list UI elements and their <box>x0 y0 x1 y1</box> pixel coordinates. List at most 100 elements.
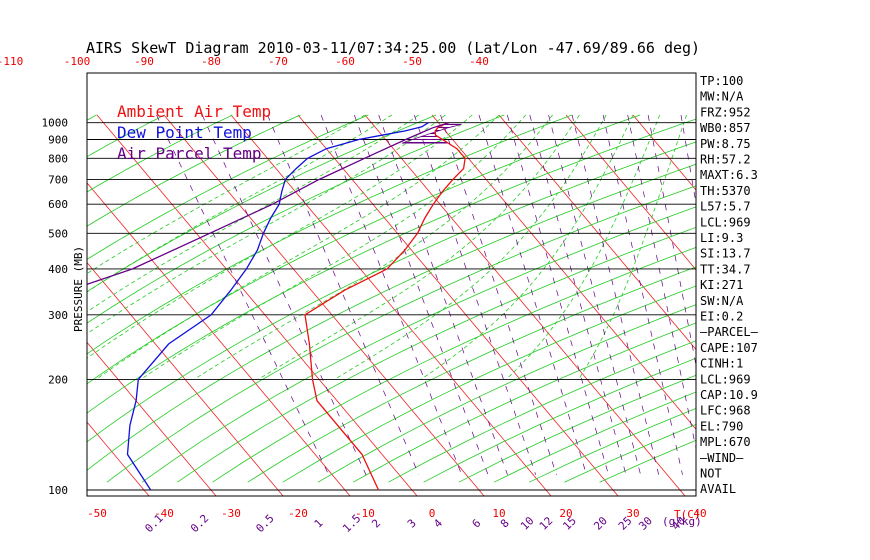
index-label: SW:N/A <box>700 294 744 308</box>
mixing-ratio-line <box>506 114 609 475</box>
pressure-tick-label: 800 <box>48 152 68 165</box>
air-parcel-temp-curve <box>87 122 449 285</box>
top-temperature-tick-label: -60 <box>335 55 355 68</box>
index-label: LCL:969 <box>700 215 751 229</box>
legend: Ambient Air Temp Dew Point Temp Air Parcel… <box>117 102 271 163</box>
isotherm-line <box>87 261 284 496</box>
top-temperature-tick-label: -110 <box>0 55 23 68</box>
index-label: FRZ:952 <box>700 105 751 119</box>
index-label: TH:5370 <box>700 184 751 198</box>
index-label: CAPE:107 <box>700 341 758 355</box>
top-temperature-tick-label: -100 <box>64 55 91 68</box>
index-label: MW:N/A <box>700 90 744 104</box>
pressure-tick-label: 200 <box>48 373 68 386</box>
index-label: LCL:969 <box>700 372 751 386</box>
temperature-tick-label: 10 <box>492 507 505 520</box>
temperature-tick-label: -20 <box>288 507 308 520</box>
temperature-tick-label: -40 <box>154 507 174 520</box>
index-label: MPL:670 <box>700 435 751 449</box>
dry-adiabat-line <box>212 247 696 483</box>
index-label: TT:34.7 <box>700 262 751 276</box>
pressure-tick-label: 100 <box>48 484 68 497</box>
dew-point-temp-curve <box>126 122 429 491</box>
plot-frame <box>86 72 697 497</box>
mixing-ratio-label: 10 <box>518 514 537 533</box>
pressure-tick-label: 400 <box>48 263 68 276</box>
mixing-ratio-label: 0.5 <box>253 512 276 535</box>
temperature-tick-label: -10 <box>355 507 375 520</box>
pressure-tick-label: 300 <box>48 309 68 322</box>
index-label: EI:0.2 <box>700 310 743 324</box>
moist-adiabat-line <box>87 114 366 275</box>
dry-adiabat-line <box>87 114 573 355</box>
dry-adiabat-line <box>282 285 696 483</box>
plot-border <box>86 72 697 497</box>
legend-entry: Air Parcel Temp <box>117 144 262 163</box>
dry-adiabat-line <box>87 114 437 293</box>
mixing-ratio-label: 2 <box>369 517 383 531</box>
mixing-ratio-line <box>647 114 696 367</box>
index-label: CINH:1 <box>700 357 743 371</box>
index-label: AVAIL <box>700 482 736 496</box>
mixing-ratio-line <box>478 114 587 475</box>
index-label: LI:9.3 <box>700 231 743 245</box>
mixing-ratio-line <box>602 114 683 475</box>
temperature-tick-label: 40 <box>693 507 706 520</box>
mixing-ratio-label: 6 <box>470 517 484 531</box>
isotherm-line <box>87 182 351 496</box>
moist-adiabat-line <box>578 114 687 380</box>
x-axis-unit-label: T(C) <box>674 508 701 521</box>
temperature-tick-label: -50 <box>87 507 107 520</box>
index-label: RH:57.2 <box>700 153 751 167</box>
dry-adiabat-line <box>87 114 165 158</box>
isotherm-line <box>0 115 17 498</box>
top-temperature-tick-label: -90 <box>134 55 154 68</box>
mixing-ratio-line <box>267 114 420 475</box>
mixing-ratio-label: 12 <box>537 514 556 533</box>
dry-adiabat-line <box>87 163 696 471</box>
isotherm-line <box>498 114 696 351</box>
temperature-tick-label: 30 <box>626 507 639 520</box>
moist-adiabat-line <box>334 114 607 380</box>
moist-adiabat-line <box>420 114 634 380</box>
mixing-ratio-unit-label: (g/kg) <box>662 515 702 528</box>
mixing-ratio-label: 20 <box>591 514 610 533</box>
mixing-ratio-line <box>201 114 367 475</box>
legend-entry: Ambient Air Temp <box>117 102 271 121</box>
dry-adiabat-line <box>87 114 301 227</box>
index-label: EL:790 <box>700 419 743 433</box>
dry-adiabat-line <box>353 322 696 483</box>
temperature-tick-label: 0 <box>429 507 436 520</box>
mixing-ratio-label: 1 <box>312 517 326 531</box>
top-temperature-tick-label: -50 <box>402 55 422 68</box>
top-temperature-tick-label: -80 <box>201 55 221 68</box>
index-label: CAP:10.9 <box>700 388 758 402</box>
isotherm-line <box>163 114 485 496</box>
temperature-axis: T(C) (g/kg) -50 -40 -30 -20 -10 0 10 20 30 40 <box>87 507 707 528</box>
legend-entry: Dew Point Temp <box>117 123 252 142</box>
pressure-tick-label: 700 <box>48 174 68 187</box>
ambient-air-temp-curve <box>304 122 466 491</box>
moist-adiabat-line <box>140 114 527 380</box>
index-label: LFC:968 <box>700 404 751 418</box>
dry-adiabat-line <box>141 206 696 483</box>
temperature-tick-label: -30 <box>221 507 241 520</box>
top-temperature-tick-label: -40 <box>469 55 489 68</box>
isotherm-line <box>87 341 217 496</box>
index-label: MAXT:6.3 <box>700 168 758 182</box>
top-temperature-axis: -120-110-100-90-80-70-60-50-40 <box>0 55 489 68</box>
dry-adiabat-line <box>87 114 369 260</box>
plot-background <box>87 73 696 496</box>
index-label: WB0:857 <box>700 121 751 135</box>
dry-adiabat-line <box>87 118 696 414</box>
dry-adiabat-line <box>87 114 641 385</box>
moist-adiabat-line <box>95 114 500 380</box>
dry-adiabat-line <box>247 266 696 483</box>
pressure-axis: PRESSURE (MB) 100 200 300 400 500 600 700 800 90… <box>42 117 86 497</box>
index-label: SI:13.7 <box>700 247 751 261</box>
dry-adiabat-line <box>177 226 696 483</box>
moist-adiabat-line <box>193 114 553 380</box>
chart-title: AIRS SkewT Diagram 2010-03-11/07:34:25.0… <box>86 39 700 57</box>
mixing-ratio-label: 0.2 <box>188 512 211 535</box>
